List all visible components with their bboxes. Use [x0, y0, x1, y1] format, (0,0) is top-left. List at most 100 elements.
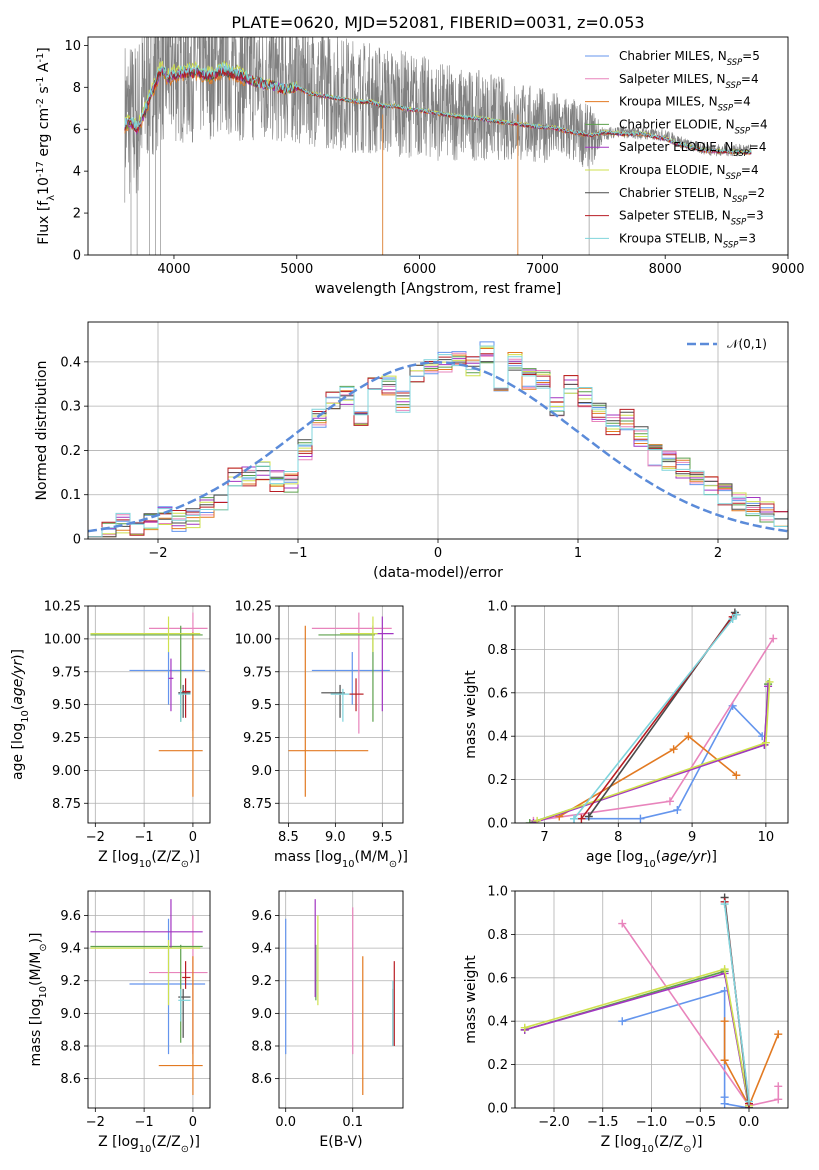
data-point [90, 899, 203, 949]
y-tick-label: 4 [73, 165, 81, 180]
y-tick-label: 0.1 [60, 488, 81, 503]
y-tick-label: 1.0 [487, 885, 508, 900]
y-tick-label: 8.8 [251, 1040, 272, 1055]
y-axis-label: Flux [fλ10-17 erg cm-2 s-1 A-1] [35, 47, 57, 244]
x-tick-label: 9000 [771, 262, 804, 277]
legend-entry: 𝒩(0,1) [727, 337, 767, 351]
x-tick-label: 2 [714, 546, 722, 561]
x-tick-label: −2.0 [538, 1115, 570, 1130]
y-tick-label: 10.00 [44, 632, 81, 647]
residual-plot [88, 341, 788, 538]
data-point [288, 625, 369, 797]
y-tick-label: 10.25 [44, 600, 81, 615]
x-tick-label: 6000 [403, 262, 436, 277]
histogram-4 [88, 354, 788, 538]
series-marker [520, 1023, 529, 1032]
y-axis-label: mass weight [463, 670, 479, 759]
y-tick-label: 9.0 [251, 1007, 272, 1022]
y-tick-label: 10.00 [235, 632, 272, 647]
mass-weight-vs-age-axes: 7 8 9 10 0.0 0.2 0.4 0.6 0.8 1.0 age [log10(age/yr… [463, 600, 788, 870]
data-point [321, 684, 345, 718]
y-tick-label: 0.6 [487, 971, 508, 986]
y-tick-label: 9.00 [52, 764, 81, 779]
y-tick-label: 9.75 [243, 665, 272, 680]
y-tick-label: 9.0 [60, 1007, 81, 1022]
y-tick-label: 8.6 [60, 1072, 81, 1087]
y-tick-label: 9.5 [251, 698, 272, 713]
mass-vs-EBV-plot [285, 899, 395, 1095]
y-tick-label: 0.2 [60, 444, 81, 459]
y-tick-label: 9.2 [251, 974, 272, 989]
y-tick-label: 0.4 [487, 1015, 508, 1030]
age-vs-mass-plot [288, 612, 394, 797]
spectrum-legend: Chabrier MILES, NSSP=5 Salpeter MILES, NS… [585, 49, 768, 249]
y-tick-label: 9.50 [52, 698, 81, 713]
series-line [573, 614, 738, 820]
y-tick-label: 0 [73, 249, 81, 264]
spectrum-frame [87, 36, 789, 256]
data-point [178, 684, 191, 718]
series-marker [669, 745, 678, 754]
x-tick-label: 9 [688, 830, 696, 845]
y-tick-label: 9.75 [52, 665, 81, 680]
x-tick-label: 1 [574, 546, 582, 561]
data-point [318, 625, 375, 722]
x-axis-label: age [log10(age/yr)] [586, 849, 717, 870]
y-tick-label: 9.6 [251, 909, 272, 924]
x-tick-label: 7 [540, 830, 548, 845]
model-spectrum-8 [124, 62, 752, 155]
y-tick-label: 9.25 [243, 731, 272, 746]
series-marker [525, 819, 534, 823]
series-marker [769, 634, 778, 643]
series-marker [720, 1099, 729, 1108]
mass-weight-vs-age-frame [514, 605, 789, 824]
y-tick-label: 9.4 [251, 942, 272, 957]
legend-entry: Kroupa ELODIE, NSSP=4 [619, 163, 759, 181]
x-tick-label: −1 [288, 546, 307, 561]
series-marker [732, 771, 741, 780]
x-tick-label: 8 [614, 830, 622, 845]
age-vs-Z-plot [90, 612, 208, 797]
age-vs-Z-frame [87, 605, 211, 824]
x-tick-label: −1 [135, 1115, 154, 1130]
data-point [90, 939, 201, 1006]
x-axis-label: E(B-V) [319, 1134, 362, 1150]
y-axis-label: age [log10(age/yr)] [10, 649, 31, 780]
legend-entry: Kroupa STELIB, NSSP=3 [619, 231, 756, 249]
y-tick-label: 9.0 [251, 764, 272, 779]
y-tick-label: 0.6 [487, 686, 508, 701]
histogram-7 [88, 353, 788, 538]
series-marker [720, 1056, 729, 1065]
y-axis-label: Normed distribution [34, 361, 50, 501]
series-marker [720, 965, 729, 974]
data-point [349, 678, 364, 712]
series-marker [728, 615, 737, 624]
y-tick-label: 0.4 [487, 730, 508, 745]
mass-vs-Z-plot [90, 899, 208, 1095]
x-tick-label: −1.5 [587, 1115, 619, 1130]
x-tick-label: 8.5 [278, 830, 299, 845]
series-line [524, 968, 750, 1106]
series-marker [764, 682, 773, 691]
y-tick-label: 0.8 [487, 928, 508, 943]
mass-weight-vs-Z-axes: −2.0 −1.5 −1.0 −0.5 0.0 0.0 0.2 0.4 0.6 0.8 1.0 Z [… [463, 885, 788, 1155]
series-line [622, 989, 750, 1108]
y-tick-label: 0.2 [487, 1058, 508, 1073]
y-tick-label: 1.0 [487, 600, 508, 615]
x-axis-label: Z [log10(Z/Z⊙)] [98, 1134, 200, 1155]
y-axis-label: mass weight [463, 955, 479, 1044]
figure-title: PLATE=0620, MJD=52081, FIBERID=0031, z=0… [231, 13, 644, 32]
x-tick-label: −2 [86, 830, 105, 845]
histogram-6 [88, 359, 788, 538]
x-tick-label: 8000 [649, 262, 682, 277]
y-tick-label: 9.4 [60, 942, 81, 957]
y-tick-label: 10 [64, 39, 81, 54]
x-tick-label: 9.5 [372, 830, 393, 845]
y-tick-label: 9.25 [52, 731, 81, 746]
x-tick-label: 10 [758, 830, 775, 845]
series-marker [774, 1082, 783, 1091]
x-axis-label: Z [log10(Z/Z⊙)] [98, 849, 200, 870]
data-point [158, 632, 203, 797]
data-point [182, 678, 191, 718]
